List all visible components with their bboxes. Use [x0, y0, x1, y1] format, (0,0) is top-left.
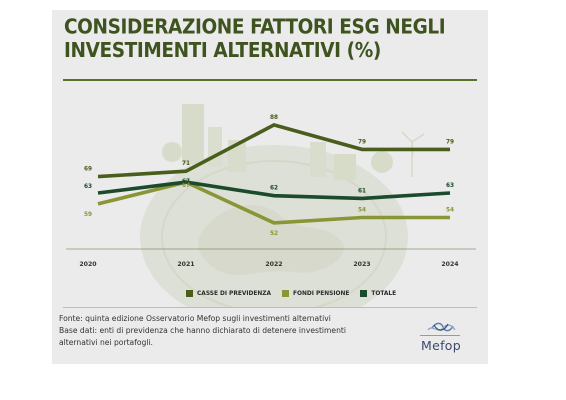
data-label-fondi-2021: 67	[182, 183, 190, 189]
wind-turbine-blades	[401, 131, 425, 156]
building-1	[182, 104, 204, 164]
tree-1	[162, 142, 182, 162]
legend-label-casse: CASSE DI PREVIDENZA	[197, 289, 272, 297]
data-label-totale-2022: 62	[270, 186, 278, 192]
series-line-fondi	[97, 180, 450, 225]
building-5	[334, 154, 356, 180]
globe-ring	[161, 160, 387, 307]
x-tick-label-2022: 2022	[265, 261, 282, 268]
data-label-fondi-2024: 54	[446, 208, 454, 214]
data-label-totale-2023: 61	[358, 188, 366, 194]
logo-wave-1	[431, 322, 454, 332]
chart-legend: CASSE DI PREVIDENZA FONDI PENSIONE TOTAL…	[186, 287, 396, 299]
legend-item-totale: TOTALE	[360, 289, 396, 297]
data-label-totale-2020: 63	[84, 184, 92, 190]
source-line-2: Base dati: enti di previdenza che hanno …	[59, 326, 347, 335]
source-line-3: alternativi nei portafogli.	[59, 338, 153, 347]
data-label-fondi-2023: 54	[358, 208, 366, 214]
x-tick-label-2024: 2024	[441, 261, 459, 268]
skyline-globe-illustration	[140, 104, 425, 307]
data-label-totale-2021: 67	[182, 179, 190, 185]
source-line-1: Fonte: quinta edizione Osservatorio Mefo…	[59, 314, 331, 323]
data-labels: 69 71 88 79 79 59 67 52 54 54 63 67 62 61 63	[84, 115, 454, 237]
legend-item-fondi: FONDI PENSIONE	[282, 289, 349, 297]
tree-2	[371, 151, 393, 173]
data-label-totale-2024: 63	[446, 183, 454, 189]
series-line-totale	[97, 180, 451, 201]
building-4	[310, 142, 326, 177]
legend-swatch-fondi	[282, 289, 290, 297]
building-2	[208, 127, 222, 167]
x-tick-label-2023: 2023	[353, 261, 370, 268]
data-label-fondi-2020: 59	[84, 212, 92, 218]
legend-label-totale: TOTALE	[371, 289, 397, 297]
series-line-casse	[97, 122, 450, 179]
data-label-casse-2020: 69	[84, 167, 92, 173]
source-note: Fonte: quinta edizione Osservatorio Mefo…	[59, 313, 359, 349]
footer-divider	[63, 307, 477, 308]
x-tick-label-2020: 2020	[79, 261, 97, 268]
legend-swatch-casse	[186, 289, 193, 297]
continent-shape	[197, 205, 344, 275]
mefop-logo-text: Mefop	[421, 338, 461, 353]
data-label-casse-2024: 79	[446, 139, 454, 145]
data-label-casse-2023: 79	[358, 139, 366, 145]
x-axis-ticks: 2020 2021 2022 2023 2024	[79, 261, 459, 268]
logo-wave-3	[433, 323, 449, 331]
logo-wave-2	[427, 324, 456, 331]
legend-label-fondi: FONDI PENSIONE	[293, 289, 350, 297]
legend-swatch-totale	[360, 289, 368, 297]
x-tick-label-2021: 2021	[177, 261, 194, 268]
series-lines	[97, 122, 451, 225]
title-divider	[63, 79, 477, 81]
data-label-casse-2021: 71	[182, 161, 190, 167]
data-label-fondi-2022: 52	[270, 231, 278, 237]
data-label-casse-2022: 88	[270, 115, 278, 121]
chart-title: CONSIDERAZIONE FATTORI ESG NEGLI INVESTI…	[64, 16, 446, 63]
legend-item-casse: CASSE DI PREVIDENZA	[186, 289, 271, 297]
mefop-logo-icon	[420, 322, 460, 336]
